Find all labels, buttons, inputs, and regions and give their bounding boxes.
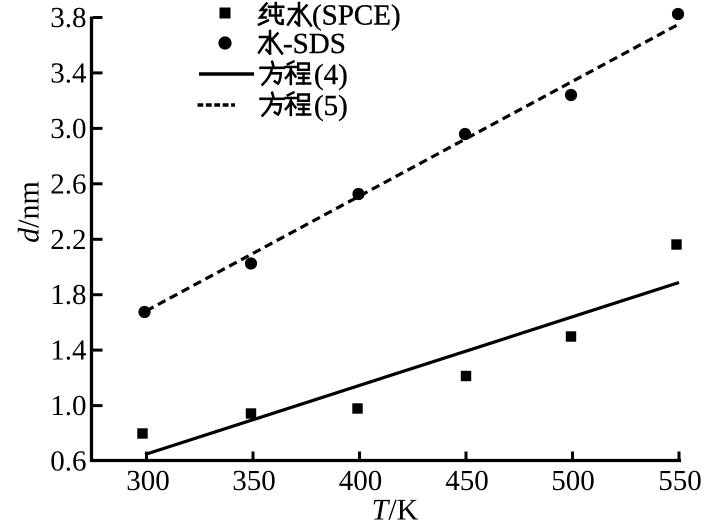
svg-text:0.6: 0.6 (50, 446, 86, 478)
svg-text:1.0: 1.0 (50, 390, 86, 422)
svg-text:2.6: 2.6 (50, 168, 86, 200)
svg-text:500: 500 (551, 465, 595, 497)
svg-text:d/nm: d/nm (13, 181, 46, 243)
svg-text:3.4: 3.4 (50, 57, 87, 89)
svg-text:300: 300 (126, 465, 170, 497)
svg-text:3.0: 3.0 (50, 113, 86, 145)
svg-text:2.2: 2.2 (50, 224, 86, 256)
svg-text:350: 350 (232, 465, 276, 497)
svg-text:(5): (5) (314, 90, 348, 122)
svg-text:(4): (4) (314, 59, 348, 91)
svg-text:1.8: 1.8 (50, 279, 86, 311)
svg-text:-SDS: -SDS (283, 28, 346, 60)
svg-text:1.4: 1.4 (50, 335, 87, 367)
svg-text:3.8: 3.8 (50, 2, 86, 34)
svg-text:450: 450 (445, 465, 489, 497)
svg-text:T/K: T/K (372, 494, 419, 524)
svg-text:550: 550 (658, 465, 702, 497)
svg-text:(SPCE): (SPCE) (312, 0, 401, 32)
svg-text:400: 400 (339, 465, 383, 497)
